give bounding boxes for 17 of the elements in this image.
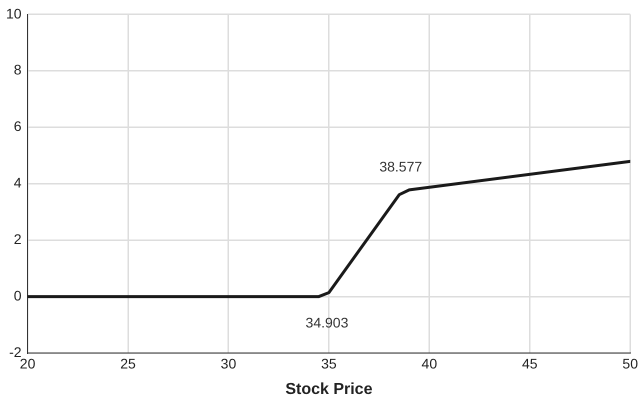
y-tick-label: 10 [6,5,22,22]
y-tick-label: 6 [14,118,22,134]
x-tick-label: 20 [20,355,36,372]
annotation: 38.577 [379,158,422,175]
annotation: 34.903 [306,314,349,330]
x-tick-label: 50 [622,355,638,372]
x-tick-label: 30 [220,355,236,372]
y-tick-label: 2 [14,230,22,247]
y-tick-label: 8 [14,62,22,78]
x-tick-label: 25 [120,355,136,372]
y-tick-label: 4 [14,174,22,191]
x-tick-label: 35 [321,355,337,372]
x-axis-title: Stock Price [285,380,373,398]
y-tick-label: -2 [9,344,22,360]
y-tick-label: 0 [14,287,22,304]
x-tick-label: 40 [422,355,438,372]
x-tick-label: 45 [522,355,538,372]
